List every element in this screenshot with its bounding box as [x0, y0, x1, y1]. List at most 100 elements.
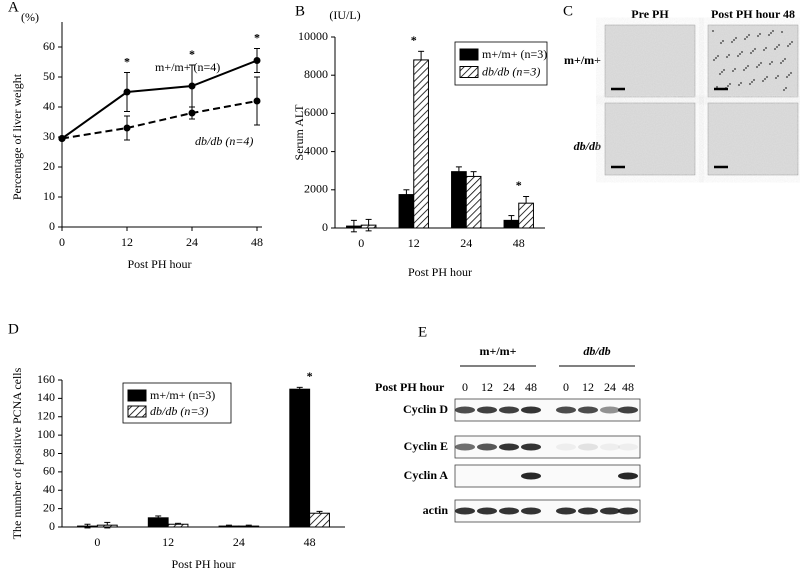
- y-tick-label: 0: [49, 519, 55, 533]
- micrograph-grain: [605, 103, 695, 175]
- data-point: [188, 109, 196, 117]
- legend-swatch: [459, 48, 479, 61]
- legend-swatch: [127, 405, 147, 418]
- bar: [346, 225, 362, 229]
- bar: [238, 525, 260, 528]
- stained-nucleus: [780, 62, 782, 64]
- blot-band: [556, 507, 576, 515]
- stained-nucleus: [748, 34, 750, 36]
- stained-nucleus: [721, 71, 723, 73]
- stained-nucleus: [791, 41, 793, 43]
- x-tick-label: 48: [251, 235, 263, 249]
- y-tick-label: 40: [43, 99, 55, 113]
- stained-nucleus: [747, 65, 749, 67]
- blot-band: [618, 406, 638, 414]
- stained-nucleus: [753, 79, 755, 81]
- row-label: db/db: [574, 139, 601, 153]
- lane-label: 0: [563, 380, 569, 394]
- stained-nucleus: [787, 45, 789, 47]
- panel-label: E: [418, 324, 427, 340]
- bar: [147, 517, 169, 528]
- x-tick-label: 48: [304, 535, 316, 549]
- stained-nucleus: [746, 36, 748, 38]
- series-line: [61, 100, 258, 140]
- stained-nucleus: [722, 40, 724, 42]
- x-tick-label: 0: [59, 235, 65, 249]
- y-tick-label: 40: [43, 482, 55, 496]
- bar: [96, 524, 118, 528]
- stained-nucleus: [745, 67, 747, 69]
- micrograph-grain: [708, 103, 798, 175]
- stained-nucleus: [789, 43, 791, 45]
- significance-mark: *: [411, 33, 417, 47]
- stained-nucleus: [764, 78, 766, 80]
- row-label: m+/m+: [564, 53, 601, 67]
- stained-nucleus: [788, 74, 790, 76]
- stained-nucleus: [771, 61, 773, 63]
- stained-nucleus: [785, 87, 787, 89]
- legend-label: m+/m+ (n=3): [482, 47, 547, 61]
- blot-band: [556, 443, 576, 451]
- panel-label: D: [8, 321, 19, 337]
- stained-nucleus: [735, 37, 737, 39]
- y-tick-label: 20: [43, 500, 55, 514]
- panel-label: A: [8, 0, 19, 15]
- stained-nucleus: [765, 47, 767, 49]
- stained-nucleus: [783, 89, 785, 91]
- y-axis-label: The number of positive PCNA cells: [10, 367, 24, 539]
- blot-band: [578, 406, 598, 414]
- blot-band: [578, 443, 598, 451]
- blot-band: [477, 406, 497, 414]
- stained-nucleus: [716, 86, 718, 88]
- blot-band: [600, 507, 620, 515]
- data-point: [58, 135, 66, 142]
- stained-nucleus: [737, 55, 739, 57]
- blot-band: [521, 472, 541, 480]
- y-tick-label: 0: [322, 220, 328, 234]
- stained-nucleus: [757, 35, 759, 37]
- x-tick-label: 24: [233, 535, 245, 549]
- y-unit: (%): [21, 10, 39, 24]
- data-point: [123, 88, 131, 96]
- blot-band: [455, 406, 475, 414]
- stained-nucleus: [768, 34, 770, 36]
- legend-label: m+/m+ (n=3): [150, 388, 215, 402]
- stained-nucleus: [781, 31, 783, 33]
- stained-nucleus: [726, 56, 728, 58]
- stained-nucleus: [720, 42, 722, 44]
- stained-nucleus: [740, 82, 742, 84]
- stained-nucleus: [777, 75, 779, 77]
- stained-nucleus: [751, 81, 753, 83]
- stained-nucleus: [732, 70, 734, 72]
- bar: [465, 175, 482, 229]
- stained-nucleus: [782, 60, 784, 62]
- blot-band: [556, 406, 576, 414]
- blot-band: [618, 443, 638, 451]
- stained-nucleus: [734, 68, 736, 70]
- x-tick-label: 0: [94, 535, 100, 549]
- bar: [451, 171, 467, 229]
- blot-band: [521, 507, 541, 515]
- series-line: [61, 59, 258, 140]
- stained-nucleus: [772, 30, 774, 32]
- stained-nucleus: [739, 53, 741, 55]
- significance-mark: *: [516, 178, 522, 192]
- stained-nucleus: [769, 63, 771, 65]
- bar: [413, 59, 429, 229]
- data-point: [188, 82, 196, 90]
- blot-band: [477, 443, 497, 451]
- data-point: [123, 124, 131, 132]
- bar: [360, 224, 377, 229]
- blot-band: [499, 406, 519, 414]
- data-point: [253, 57, 261, 64]
- legend-label: db/db (n=3): [150, 404, 208, 418]
- lane-header: Post PH hour: [375, 380, 445, 394]
- stained-nucleus: [752, 50, 754, 52]
- blot-strip: [454, 464, 641, 488]
- stained-nucleus: [758, 64, 760, 66]
- stained-nucleus: [727, 85, 729, 87]
- blot-row-label: Cyclin D: [403, 402, 448, 416]
- blot-band: [477, 507, 497, 515]
- y-tick-label: 100: [37, 427, 55, 441]
